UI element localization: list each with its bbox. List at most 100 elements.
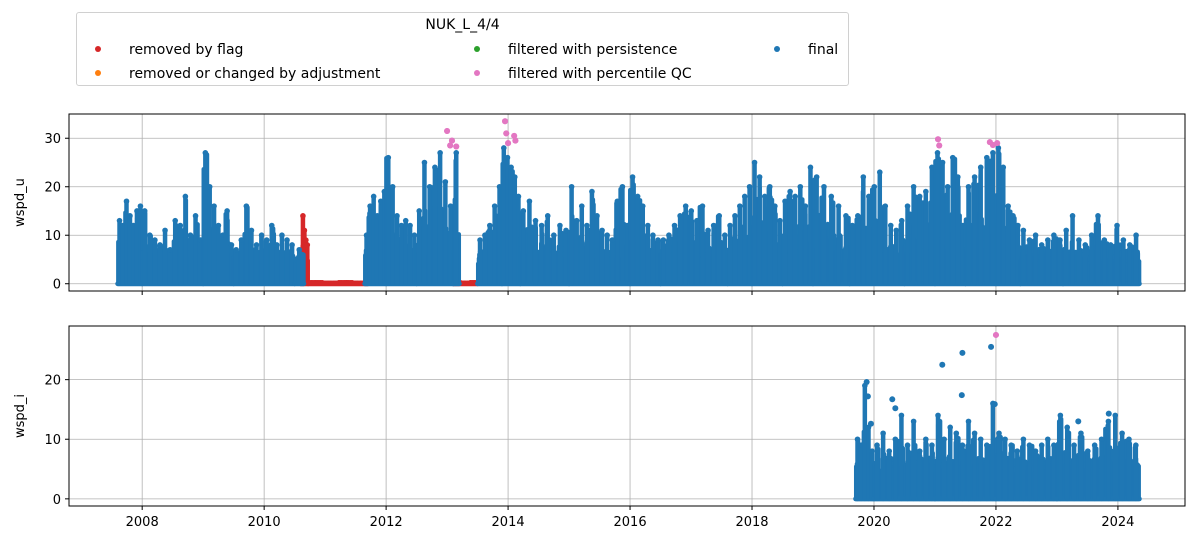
data-point xyxy=(538,222,545,229)
data-point xyxy=(882,203,889,209)
data-point xyxy=(1032,232,1039,239)
data-point xyxy=(802,203,809,209)
data-point xyxy=(300,213,306,219)
data-point xyxy=(737,203,743,209)
x-tick-label: 2018 xyxy=(735,515,768,530)
data-point xyxy=(486,222,493,229)
data-point xyxy=(650,232,656,239)
data-point xyxy=(1112,412,1119,419)
data-point xyxy=(157,242,163,248)
data-point xyxy=(447,203,454,209)
data-point xyxy=(797,183,804,190)
series-percentile-top xyxy=(444,118,1001,150)
data-point xyxy=(996,430,1002,437)
legend-marker-icon xyxy=(95,70,101,76)
data-point xyxy=(660,237,667,243)
data-point xyxy=(746,183,753,190)
data-point xyxy=(1075,418,1082,425)
data-point xyxy=(504,154,511,161)
data-point xyxy=(916,193,923,200)
data-point xyxy=(965,418,972,425)
data-point xyxy=(939,361,946,368)
legend-item-removed-by-flag: removed by flag xyxy=(95,42,243,58)
data-point xyxy=(772,203,778,209)
data-point xyxy=(977,164,984,171)
data-point xyxy=(609,237,616,243)
data-point xyxy=(828,193,835,200)
data-point xyxy=(152,237,158,243)
data-point xyxy=(1038,442,1045,449)
data-point xyxy=(568,183,575,190)
data-point xyxy=(1044,436,1051,443)
data-point xyxy=(959,349,966,356)
data-point xyxy=(858,442,864,449)
data-point xyxy=(389,183,396,190)
data-point xyxy=(994,140,1001,147)
data-point xyxy=(511,132,518,139)
y-axis-label: wspd_i xyxy=(13,394,28,438)
data-point xyxy=(1063,227,1070,234)
data-point xyxy=(629,174,636,180)
data-point xyxy=(866,193,872,200)
data-point xyxy=(544,213,551,219)
data-point xyxy=(162,227,168,234)
data-point xyxy=(1101,237,1108,243)
data-point xyxy=(682,203,689,209)
data-point xyxy=(177,222,184,229)
data-point xyxy=(910,418,917,425)
data-point xyxy=(944,183,951,190)
data-point xyxy=(296,246,303,253)
data-point xyxy=(304,242,311,248)
axes-frame xyxy=(68,325,1186,507)
data-point xyxy=(935,136,942,143)
data-point xyxy=(645,222,651,229)
data-point xyxy=(584,222,590,229)
data-point xyxy=(1114,222,1120,229)
data-point xyxy=(965,183,972,190)
data-point xyxy=(1119,430,1125,437)
data-point xyxy=(787,188,793,195)
data-point xyxy=(116,217,123,224)
data-point xyxy=(289,242,295,248)
data-point xyxy=(299,251,306,258)
data-point xyxy=(716,213,723,219)
x-tick-label: 2014 xyxy=(492,515,525,530)
legend-item-filtered-percentile: filtered with percentile QC xyxy=(474,66,692,82)
data-point xyxy=(416,208,423,214)
data-point xyxy=(448,137,455,144)
data-point xyxy=(284,237,290,243)
data-point xyxy=(1133,442,1139,449)
data-point xyxy=(1051,442,1057,449)
data-point xyxy=(991,401,998,408)
data-point xyxy=(887,222,894,229)
plot-panel-wspd_i: 2008 2010 2012 2014 2016 2018 2020 2022 2024 0 10 2… xyxy=(13,325,1186,530)
data-point xyxy=(268,222,275,229)
data-point xyxy=(855,213,861,219)
x-tick-label: 2008 xyxy=(126,515,159,530)
data-point xyxy=(893,227,900,234)
data-point xyxy=(187,232,194,239)
data-point xyxy=(639,203,646,209)
data-point xyxy=(741,193,748,200)
data-point xyxy=(123,198,130,205)
data-point xyxy=(402,217,409,224)
data-point xyxy=(1020,227,1027,234)
x-tick-label: 2020 xyxy=(857,515,890,530)
series-final xyxy=(115,145,1142,287)
data-point xyxy=(370,193,377,200)
series-final xyxy=(853,343,1142,502)
data-point xyxy=(722,232,728,239)
data-point xyxy=(886,448,893,454)
data-point xyxy=(421,159,428,166)
data-point xyxy=(1008,442,1014,449)
data-point xyxy=(1126,436,1132,443)
data-point xyxy=(411,232,418,239)
data-point xyxy=(727,222,733,229)
y-axis-label: wspd_u xyxy=(13,178,28,227)
data-point xyxy=(904,203,911,209)
data-point xyxy=(1078,430,1084,437)
legend-marker-icon xyxy=(474,46,480,52)
data-point xyxy=(860,174,867,180)
data-point xyxy=(477,237,483,243)
